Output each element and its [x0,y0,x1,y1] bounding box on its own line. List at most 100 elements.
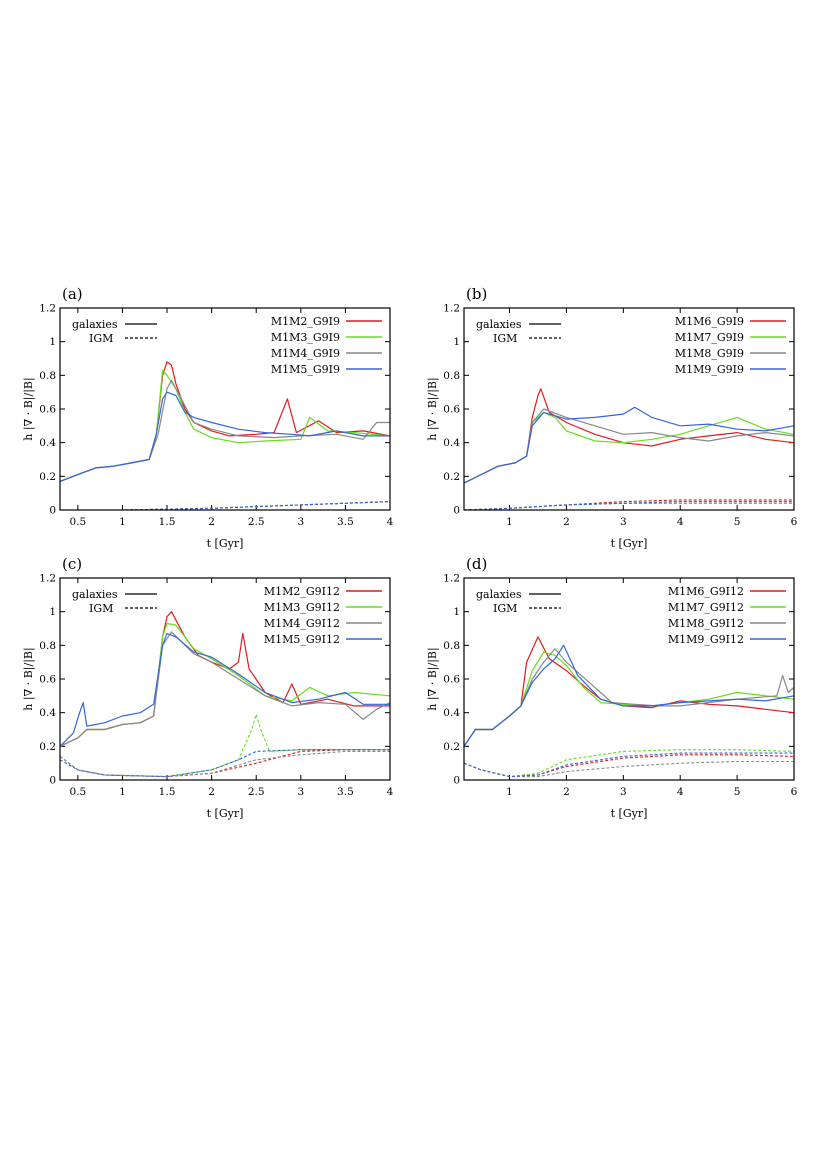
y-tick-label: 0.6 [443,674,460,686]
legend-series-label: M1M7_G9I12 [668,601,744,614]
legend-series-label: M1M2_G9I9 [271,315,340,328]
x-tick-label: 3 [297,786,304,798]
x-tick-label: 5 [734,786,741,798]
series-line-galaxies [60,611,390,747]
x-axis-label: t [Gyr] [611,807,648,820]
legend-series-label: M1M8_G9I12 [668,617,744,630]
legend-series-label: M1M3_G9I12 [264,601,340,614]
y-tick-label: 0.6 [443,404,460,416]
legend-series-label: M1M9_G9I12 [668,633,744,646]
x-tick-label: 2 [563,786,570,798]
x-tick-label: 4 [387,516,394,528]
x-tick-label: 3.5 [337,516,354,528]
y-tick-label: 0 [49,775,56,787]
x-tick-label: 2 [563,516,570,528]
series-line-igm [60,501,390,510]
legend-series-label: M1M9_G9I9 [675,363,744,376]
plot-frame [463,307,795,511]
y-tick-label: 0 [453,775,460,787]
series-line-igm [60,750,390,778]
y-axis-label: h |∇ · B|/|B| [426,647,440,710]
y-axis-label: h |∇ · B|/|B| [426,377,440,440]
legend-series-label: M1M4_G9I9 [271,347,340,360]
x-axis-label: t [Gyr] [207,807,244,820]
panel-label: (c) [62,555,82,573]
legend-series-label: M1M2_G9I12 [264,585,340,598]
x-tick-label: 2 [208,516,215,528]
plot-frame [463,577,795,781]
series-line-galaxies [464,648,794,747]
y-tick-label: 1.2 [443,573,460,585]
x-tick-label: 6 [791,516,798,528]
x-tick-label: 0.5 [69,516,86,528]
series-line-galaxies [60,631,390,747]
y-tick-label: 1.2 [39,303,56,315]
legend-series-label: M1M5_G9I9 [271,363,340,376]
y-tick-label: 1 [49,606,56,618]
series-line-galaxies [60,632,390,747]
chart-panel-0: (a) 0 0.2 0.4 0.6 0.8 1 1.2 0.5 1 1.5 2 2.5 3 3.5 4 t [G… [22,285,394,550]
series-line-galaxies [464,406,794,484]
x-axis-label: t [Gyr] [207,537,244,550]
legend-series-label: M1M3_G9I9 [271,331,340,344]
y-tick-label: 0.8 [443,370,460,382]
legend-series-label: M1M6_G9I9 [675,315,744,328]
legend-style-label: IGM [493,332,517,345]
legend-style-label: galaxies [476,588,522,601]
series-line-igm [60,712,390,778]
legend-series-label: M1M6_G9I12 [668,585,744,598]
y-tick-label: 0.6 [39,404,56,416]
y-tick-label: 0.8 [39,640,56,652]
legend-style-label: galaxies [72,318,118,331]
series-line-igm [464,502,794,510]
y-tick-label: 0 [49,505,56,517]
x-tick-label: 4 [387,786,394,798]
y-tick-label: 1.2 [443,303,460,315]
series-line-galaxies [464,644,794,747]
y-tick-label: 0.4 [39,707,56,719]
x-tick-label: 3.5 [337,786,354,798]
series-line-igm [464,749,794,778]
panel-label: (b) [466,285,487,303]
legend-style-label: IGM [89,602,113,615]
y-axis-label: h |∇ · B|/|B| [22,647,36,710]
series-line-galaxies [60,391,390,482]
series-line-igm [464,754,794,778]
y-tick-label: 0.2 [39,741,56,753]
y-tick-label: 0.2 [39,471,56,483]
x-tick-label: 2 [208,786,215,798]
plot-frame [59,577,391,781]
series-line-igm [464,752,794,778]
x-axis-label: t [Gyr] [611,537,648,550]
chart-panel-2: (c) 0 0.2 0.4 0.6 0.8 1 1.2 0.5 1 1.5 2 2.5 3 3.5 4 t [G… [22,555,394,820]
series-line-igm [60,501,390,510]
x-tick-label: 3 [297,516,304,528]
series-line-igm [60,501,390,510]
series-line-galaxies [464,388,794,484]
x-tick-label: 1.5 [159,516,176,528]
x-tick-label: 1 [506,516,513,528]
y-tick-label: 0.4 [443,437,460,449]
x-tick-label: 4 [677,786,684,798]
y-tick-label: 0.4 [39,437,56,449]
legend-series-label: M1M4_G9I12 [264,617,340,630]
x-tick-label: 1 [119,516,126,528]
x-tick-label: 1 [119,786,126,798]
x-tick-label: 3 [620,516,627,528]
panel-label: (d) [466,555,487,573]
series-line-igm [60,749,390,778]
y-tick-label: 1 [49,336,56,348]
x-tick-label: 2.5 [248,786,265,798]
x-tick-label: 0.5 [69,786,86,798]
series-line-igm [464,760,794,778]
series-line-igm [60,749,390,778]
y-tick-label: 0 [453,505,460,517]
series-line-igm [60,501,390,510]
legend-style-label: galaxies [476,318,522,331]
y-tick-label: 0.6 [39,674,56,686]
legend-style-label: IGM [89,332,113,345]
series-line-galaxies [464,636,794,747]
legend-series-label: M1M5_G9I12 [264,633,340,646]
series-line-igm [464,501,794,510]
